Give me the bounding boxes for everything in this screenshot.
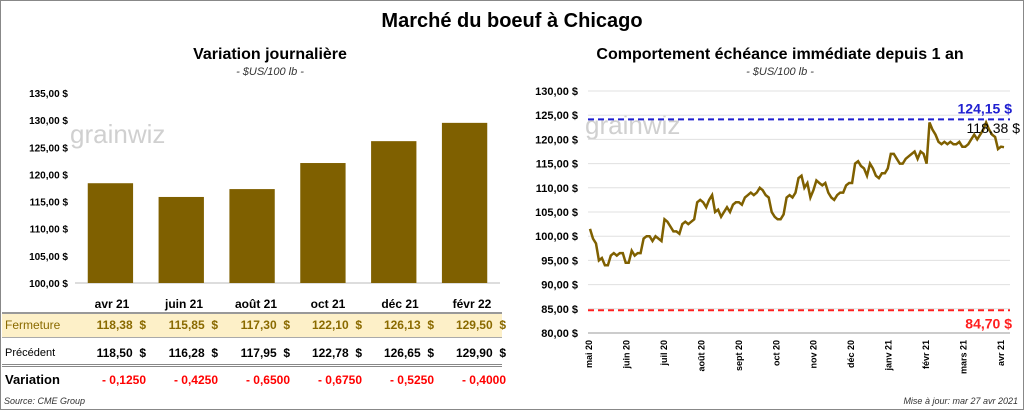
y-tick-label: 135,00 $ bbox=[29, 89, 68, 100]
month-header: juin 21 bbox=[164, 297, 203, 311]
bar bbox=[300, 163, 346, 283]
right-chart-title: Comportement échéance immédiate depuis 1… bbox=[596, 46, 964, 63]
month-header: févr 22 bbox=[452, 297, 492, 311]
y-tick-label: 125,00 $ bbox=[29, 143, 68, 154]
y-tick-label: 110,00 $ bbox=[536, 183, 578, 195]
row-label: Précédent bbox=[5, 347, 56, 359]
watermark-logo: grainwiz bbox=[585, 110, 680, 140]
x-tick-label: mars 21 bbox=[959, 340, 969, 374]
table-cell: - 0,6750 bbox=[317, 373, 362, 387]
month-header: avr 21 bbox=[94, 297, 130, 311]
table-cell: - 0,6500 bbox=[245, 373, 290, 387]
x-tick-label: août 20 bbox=[696, 340, 706, 372]
table-cell: 118,50 $ bbox=[96, 346, 146, 360]
table-cell: 115,85 $ bbox=[168, 318, 218, 332]
watermark-logo: grainwiz bbox=[70, 119, 165, 149]
page-title: Marché du boeuf à Chicago bbox=[381, 10, 643, 32]
y-tick-label: 110,00 $ bbox=[30, 225, 69, 236]
table-cell: 116,28 $ bbox=[168, 346, 218, 360]
y-tick-label: 105,00 $ bbox=[29, 252, 68, 263]
table-cell: 122,10 $ bbox=[311, 318, 362, 332]
x-tick-label: janv 21 bbox=[884, 340, 894, 372]
x-tick-label: déc 20 bbox=[846, 340, 856, 368]
y-tick-label: 100,00 $ bbox=[29, 279, 68, 290]
y-tick-label: 120,00 $ bbox=[535, 134, 578, 146]
last-label: 118,38 $ bbox=[967, 120, 1021, 136]
y-tick-label: 115,00 $ bbox=[536, 159, 578, 171]
table-cell: 117,30 $ bbox=[240, 318, 290, 332]
table-cell: 122,78 $ bbox=[311, 346, 362, 360]
table-cell: 129,50 $ bbox=[455, 318, 506, 332]
month-header: août 21 bbox=[234, 297, 277, 311]
divider bbox=[2, 364, 502, 367]
table-cell: - 0,1250 bbox=[101, 373, 146, 387]
y-tick-label: 115,00 $ bbox=[30, 198, 69, 209]
x-tick-label: juin 20 bbox=[621, 340, 631, 370]
bar bbox=[158, 196, 204, 283]
month-header: oct 21 bbox=[310, 297, 346, 311]
bar bbox=[371, 141, 417, 283]
y-tick-label: 105,00 $ bbox=[535, 207, 578, 219]
row-label: Fermeture bbox=[5, 318, 61, 332]
highlight-row bbox=[2, 312, 502, 338]
y-tick-label: 90,00 $ bbox=[541, 280, 578, 292]
y-tick-label: 130,00 $ bbox=[29, 116, 68, 127]
table-cell: - 0,4000 bbox=[461, 373, 506, 387]
left-chart-unit: - $US/100 lb - bbox=[236, 66, 304, 78]
low-label: 84,70 $ bbox=[965, 315, 1012, 331]
table-cell: 126,65 $ bbox=[383, 346, 434, 360]
source-note: Source: CME Group bbox=[4, 396, 86, 406]
bar bbox=[441, 122, 488, 283]
price-line bbox=[588, 119, 1005, 267]
table-cell: 129,90 $ bbox=[455, 346, 506, 360]
y-tick-label: 120,00 $ bbox=[29, 170, 68, 181]
table-cell: 118,38 $ bbox=[96, 318, 146, 332]
y-tick-label: 95,00 $ bbox=[541, 255, 578, 267]
table-cell: - 0,4250 bbox=[173, 373, 218, 387]
x-tick-label: févr 21 bbox=[921, 340, 931, 369]
left-chart-title: Variation journalière bbox=[193, 46, 347, 63]
update-note: Mise à jour: mar 27 avr 2021 bbox=[903, 396, 1018, 406]
table-cell: 117,95 $ bbox=[240, 346, 290, 360]
bar bbox=[229, 189, 275, 283]
x-tick-label: nov 20 bbox=[809, 340, 819, 369]
x-tick-label: mai 20 bbox=[584, 340, 594, 368]
y-tick-label: 80,00 $ bbox=[541, 328, 578, 340]
row-label: Variation bbox=[5, 372, 60, 387]
bar bbox=[87, 183, 134, 283]
table-cell: 126,13 $ bbox=[383, 318, 434, 332]
high-label: 124,15 $ bbox=[958, 100, 1013, 116]
y-tick-label: 100,00 $ bbox=[535, 231, 578, 243]
y-tick-label: 130,00 $ bbox=[535, 86, 578, 98]
y-tick-label: 85,00 $ bbox=[541, 304, 578, 316]
right-chart-unit: - $US/100 lb - bbox=[746, 66, 814, 78]
x-tick-label: juil 20 bbox=[659, 340, 669, 367]
x-tick-label: avr 21 bbox=[996, 340, 1006, 366]
y-tick-label: 125,00 $ bbox=[535, 110, 578, 122]
month-header: déc 21 bbox=[381, 297, 419, 311]
table-cell: - 0,5250 bbox=[389, 373, 434, 387]
x-tick-label: sept 20 bbox=[734, 340, 744, 371]
x-tick-label: oct 20 bbox=[771, 340, 781, 366]
